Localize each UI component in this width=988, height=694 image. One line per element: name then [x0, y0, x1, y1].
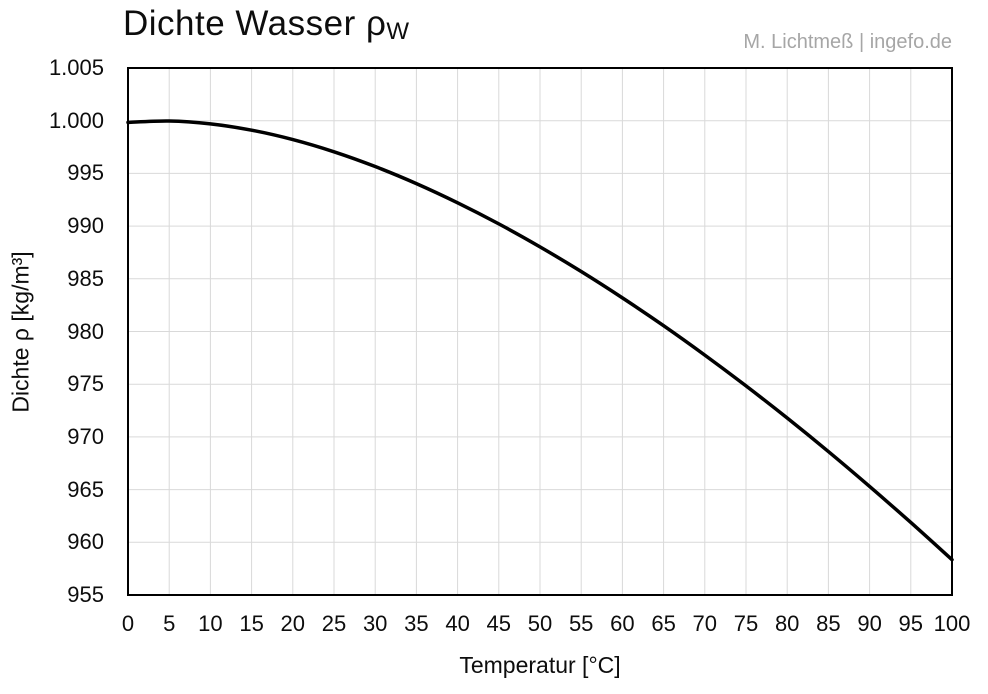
x-tick-label: 5 [163, 611, 176, 636]
x-tick-label: 10 [198, 611, 223, 636]
y-tick-label: 960 [67, 529, 104, 555]
x-tick-label: 95 [898, 611, 924, 636]
x-tick-label: 15 [239, 611, 264, 636]
x-tick-label: 20 [280, 611, 306, 636]
x-tick-label: 85 [816, 611, 841, 636]
x-tick-label: 40 [445, 611, 470, 636]
density-curve [126, 119, 954, 562]
x-tick-label: 80 [774, 611, 800, 636]
y-tick-label: 975 [67, 371, 104, 397]
y-tick-label: 955 [67, 582, 104, 607]
x-tick-label: 70 [692, 611, 718, 636]
x-tick-label: 25 [321, 611, 347, 636]
y-tick-label: 1.005 [48, 55, 104, 80]
plot-border [127, 67, 953, 596]
x-tick-label: 45 [486, 611, 512, 636]
y-tick-label: 965 [67, 476, 104, 502]
x-tick-label: 50 [527, 611, 553, 636]
watermark: M. Lichtmeß | ingefo.de [743, 31, 952, 53]
chart-title: Dichte Wasser ρW [123, 4, 410, 45]
x-tick-label: 100 [933, 611, 971, 636]
x-axis-title: Temperatur [°C] [459, 652, 621, 678]
y-tick-label: 980 [67, 318, 104, 344]
x-tick-label: 75 [733, 611, 759, 636]
x-tick-label: 90 [857, 611, 882, 636]
y-tick-label: 985 [67, 265, 104, 291]
chart-title-text: Dichte Wasser ρ [123, 4, 387, 43]
x-tick-label: 35 [404, 611, 429, 636]
y-tick-label: 970 [67, 423, 104, 449]
x-tick-label: 55 [568, 611, 594, 636]
y-tick-label: 995 [67, 160, 104, 186]
chart-title-subscript: W [386, 18, 410, 45]
y-tick-label: 1.000 [48, 107, 104, 133]
y-tick-label: 990 [67, 213, 104, 239]
x-tick-label: 65 [651, 611, 676, 636]
x-tick-label: 30 [362, 611, 388, 636]
x-tick-label: 0 [121, 611, 135, 636]
x-tick-label: 60 [610, 611, 635, 636]
